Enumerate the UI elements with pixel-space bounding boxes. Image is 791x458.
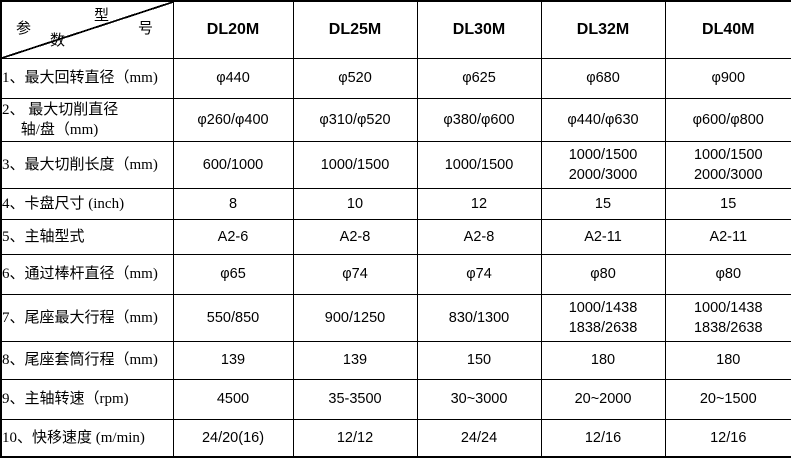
spec-cell: A2-8 — [416, 218, 542, 255]
spec-cell: 12/16 — [540, 418, 666, 458]
row-label: 9、主轴转速（rpm) — [0, 378, 174, 420]
row-label: 1、最大回转直径（mm) — [0, 57, 174, 99]
corner-model-label-char: 号 — [138, 21, 154, 37]
spec-cell: 1000/1500 — [416, 140, 542, 189]
table-row: 3、最大切削长度（mm) 600/1000 1000/1500 1000/150… — [0, 140, 791, 189]
spec-cell: 24/20(16) — [172, 418, 294, 458]
column-header-dl20m: DL20M — [172, 0, 294, 59]
spec-cell: 24/24 — [416, 418, 542, 458]
table-row: 1、最大回转直径（mm) φ440 φ520 φ625 φ680 φ900 — [0, 57, 791, 99]
table-row: 9、主轴转速（rpm) 4500 35-3500 30~3000 20~2000… — [0, 378, 791, 420]
spec-cell: φ440/φ630 — [540, 97, 666, 142]
row-label: 6、通过棒杆直径（mm) — [0, 253, 174, 295]
spec-cell: 150 — [416, 340, 542, 380]
spec-cell: φ74 — [416, 253, 542, 295]
spec-cell: 4500 — [172, 378, 294, 420]
spec-cell: 1000/1438 1838/2638 — [540, 293, 666, 342]
spec-cell: 20~2000 — [540, 378, 666, 420]
spec-cell: 1000/1438 1838/2638 — [664, 293, 791, 342]
spec-cell: 12/16 — [664, 418, 791, 458]
spec-cell: 550/850 — [172, 293, 294, 342]
column-header-dl32m: DL32M — [540, 0, 666, 59]
table-row: 6、通过棒杆直径（mm) φ65 φ74 φ74 φ80 φ80 — [0, 253, 791, 295]
row-label: 4、卡盘尺寸 (inch) — [0, 187, 174, 220]
spec-cell: A2-6 — [172, 218, 294, 255]
spec-cell: φ625 — [416, 57, 542, 99]
spec-cell: 12 — [416, 187, 542, 220]
row-label: 3、最大切削长度（mm) — [0, 140, 174, 189]
table-row: 5、主轴型式 A2-6 A2-8 A2-8 A2-11 A2-11 — [0, 218, 791, 255]
row-label: 2、 最大切削直径 轴/盘（mm) — [0, 97, 174, 142]
table-row: 8、尾座套筒行程（mm) 139 139 150 180 180 — [0, 340, 791, 380]
spec-cell: 180 — [540, 340, 666, 380]
spec-cell: 10 — [292, 187, 418, 220]
column-header-dl25m: DL25M — [292, 0, 418, 59]
spec-cell: 12/12 — [292, 418, 418, 458]
spec-cell: 139 — [292, 340, 418, 380]
spec-cell: φ310/φ520 — [292, 97, 418, 142]
spec-cell: φ65 — [172, 253, 294, 295]
row-label: 10、快移速度 (m/min) — [0, 418, 174, 458]
row-label: 8、尾座套筒行程（mm) — [0, 340, 174, 380]
spec-cell: 35-3500 — [292, 378, 418, 420]
spec-cell: 830/1300 — [416, 293, 542, 342]
spec-cell: φ440 — [172, 57, 294, 99]
header-row: 型 号 参 数 DL20M DL25M DL30M DL32M DL40M — [0, 0, 791, 59]
spec-cell: 1000/1500 2000/3000 — [540, 140, 666, 189]
table-row: 7、尾座最大行程（mm) 550/850 900/1250 830/1300 1… — [0, 293, 791, 342]
spec-cell: φ900 — [664, 57, 791, 99]
spec-cell: 15 — [540, 187, 666, 220]
spec-cell: A2-11 — [664, 218, 791, 255]
spec-cell: A2-11 — [540, 218, 666, 255]
spec-cell: φ680 — [540, 57, 666, 99]
corner-cell: 型 号 参 数 — [0, 0, 174, 59]
spec-cell: 900/1250 — [292, 293, 418, 342]
spec-cell: 8 — [172, 187, 294, 220]
spec-cell: φ80 — [664, 253, 791, 295]
spec-cell: 180 — [664, 340, 791, 380]
spec-cell: 1000/1500 2000/3000 — [664, 140, 791, 189]
spec-cell: 30~3000 — [416, 378, 542, 420]
spec-cell: φ600/φ800 — [664, 97, 791, 142]
row-label: 7、尾座最大行程（mm) — [0, 293, 174, 342]
column-header-dl30m: DL30M — [416, 0, 542, 59]
spec-cell: φ260/φ400 — [172, 97, 294, 142]
spec-cell: 600/1000 — [172, 140, 294, 189]
corner-model-label-char: 型 — [94, 8, 110, 24]
row-label: 5、主轴型式 — [0, 218, 174, 255]
diagonal-divider — [2, 2, 172, 57]
corner-param-label-char: 参 — [16, 21, 32, 37]
table-row: 10、快移速度 (m/min) 24/20(16) 12/12 24/24 12… — [0, 418, 791, 458]
spec-cell: φ520 — [292, 57, 418, 99]
table-row: 4、卡盘尺寸 (inch) 8 10 12 15 15 — [0, 187, 791, 220]
column-header-dl40m: DL40M — [664, 0, 791, 59]
table-row: 2、 最大切削直径 轴/盘（mm) φ260/φ400 φ310/φ520 φ3… — [0, 97, 791, 142]
spec-cell: φ80 — [540, 253, 666, 295]
spec-cell: 1000/1500 — [292, 140, 418, 189]
spec-cell: φ380/φ600 — [416, 97, 542, 142]
spec-cell: 139 — [172, 340, 294, 380]
spec-cell: A2-8 — [292, 218, 418, 255]
spec-cell: 20~1500 — [664, 378, 791, 420]
corner-param-label-char: 数 — [50, 33, 66, 49]
spec-cell: φ74 — [292, 253, 418, 295]
spec-cell: 15 — [664, 187, 791, 220]
